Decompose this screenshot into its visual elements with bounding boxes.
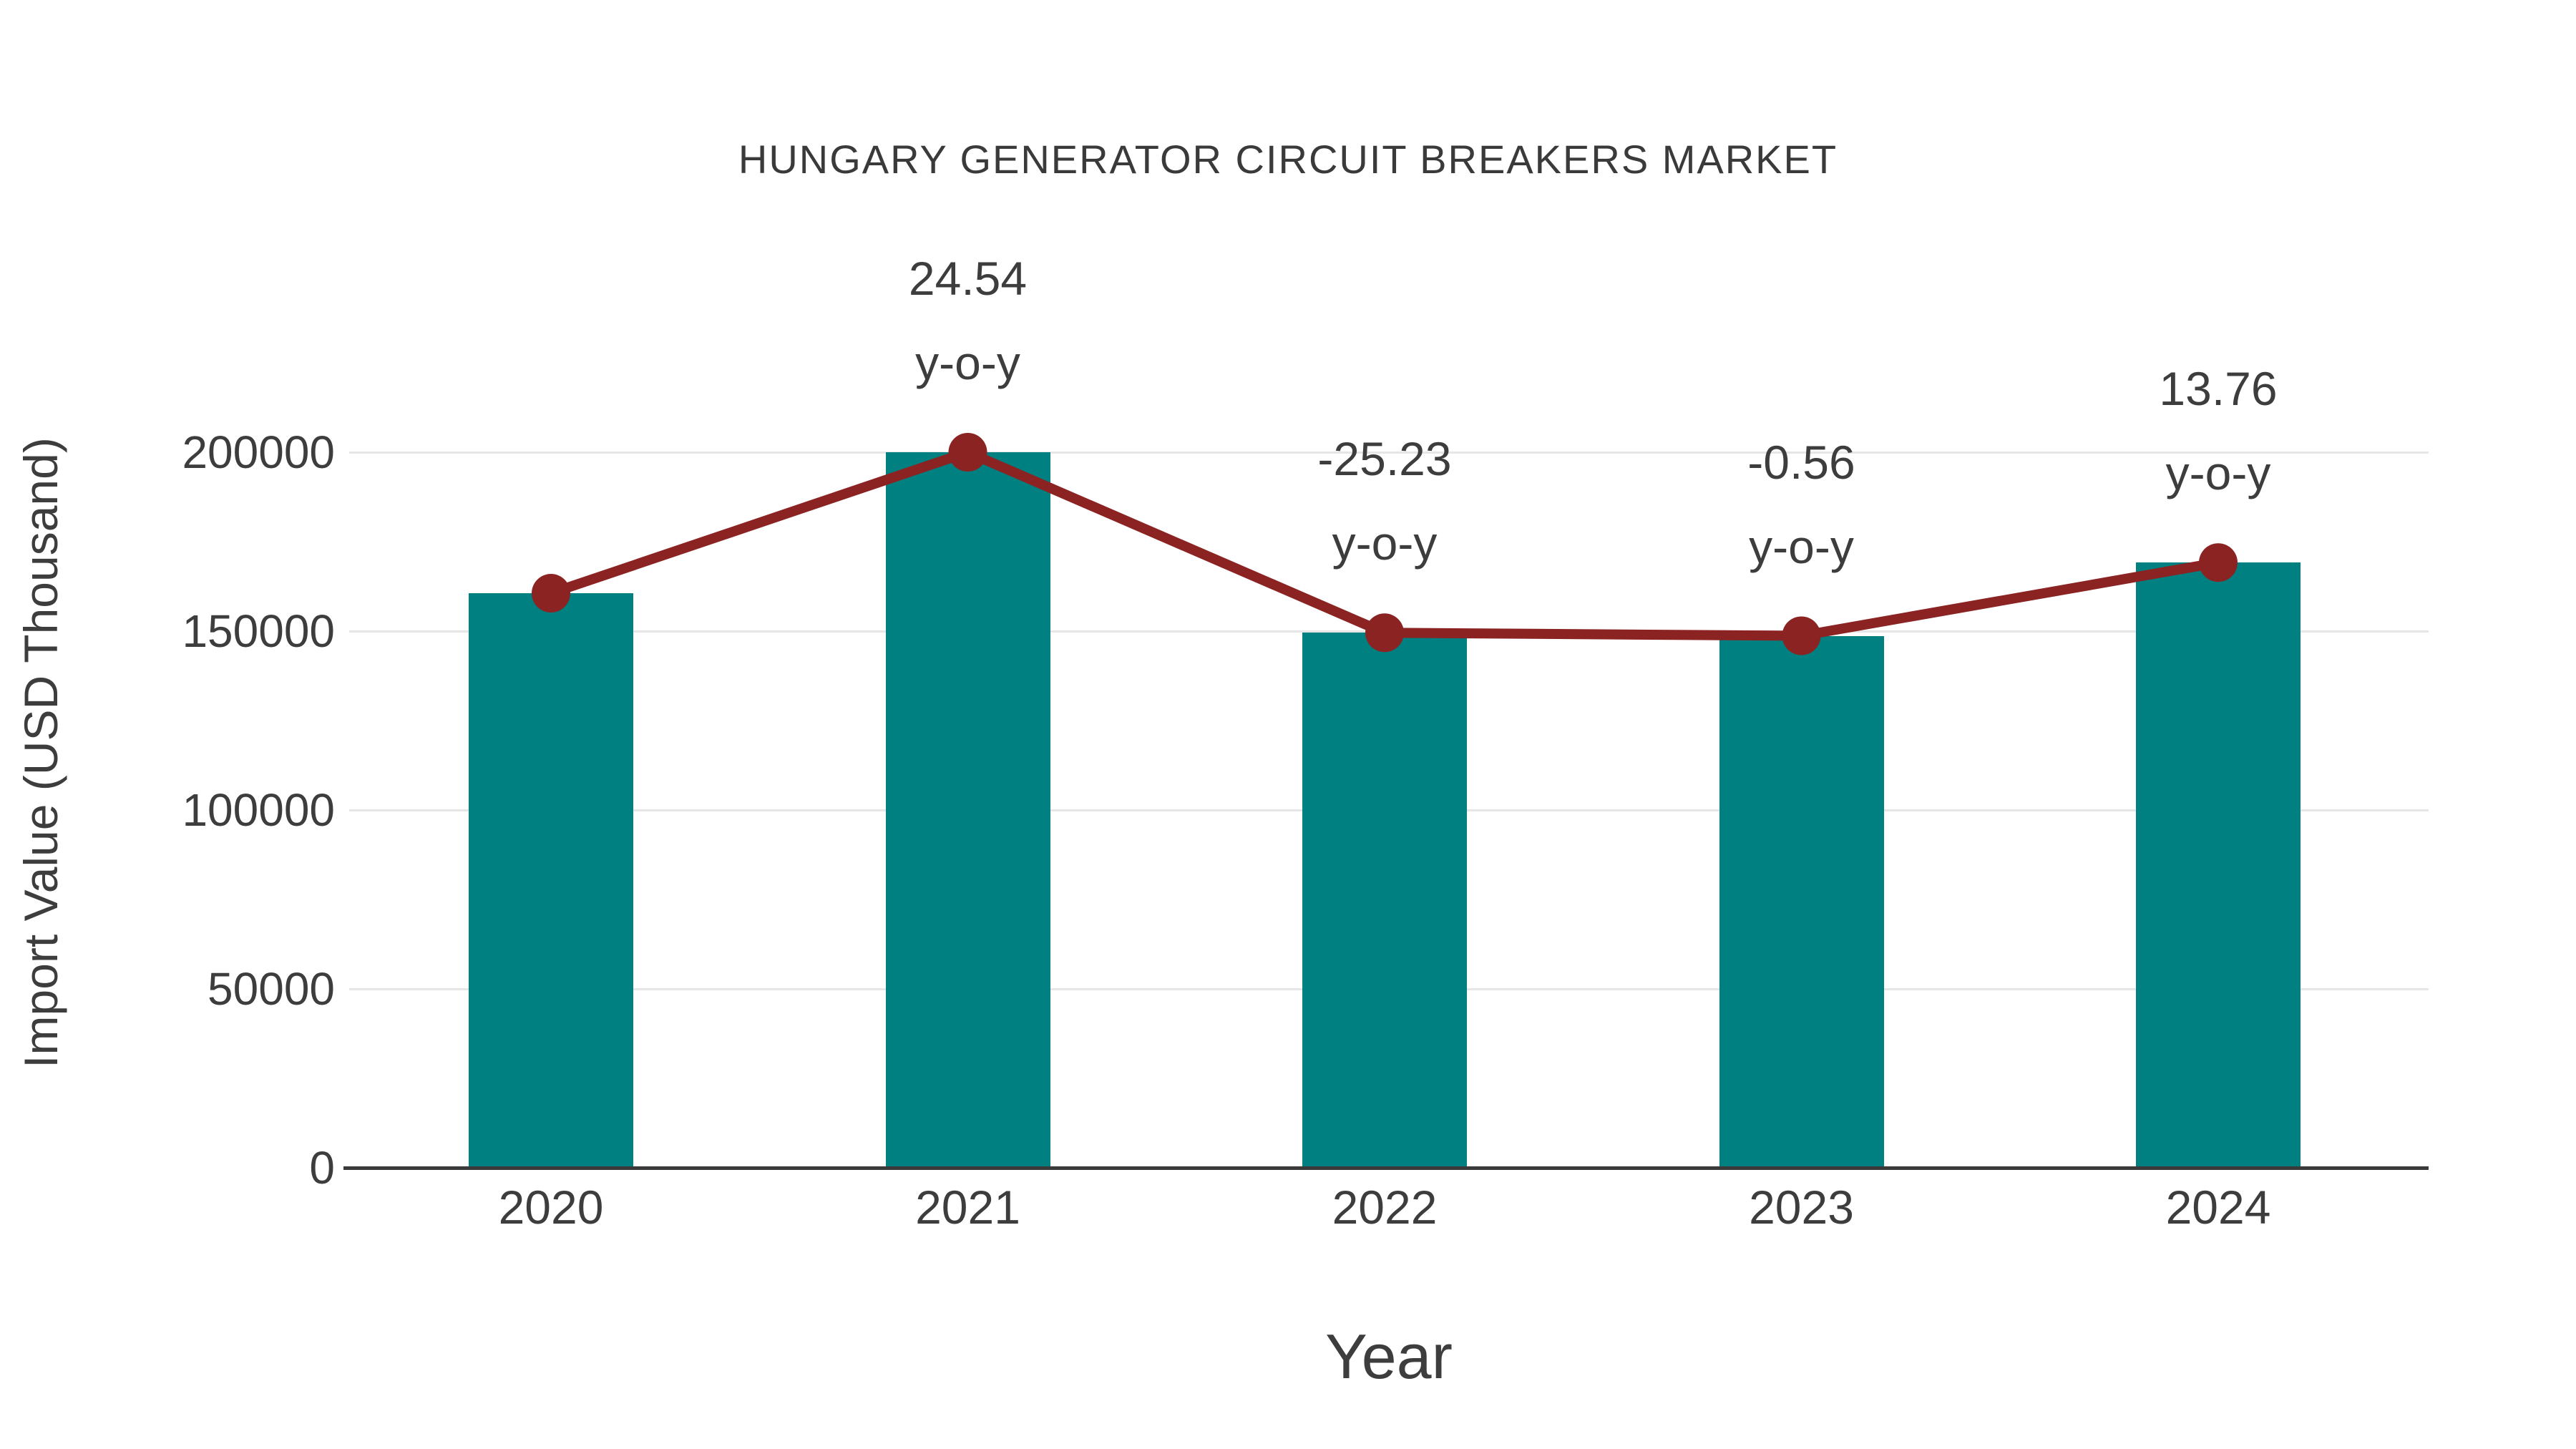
line-marker-2024 (2199, 543, 2238, 582)
x-axis-title: Year (1325, 1321, 1453, 1392)
y-tick-label-200000: 200000 (182, 426, 335, 478)
yoy-suffix-2022: y-o-y (1332, 517, 1438, 570)
yoy-suffix-2021: y-o-y (915, 336, 1020, 389)
yoy-annotation-2024: 13.76 y-o-y (2032, 346, 2404, 515)
bar-2022 (1302, 633, 1467, 1168)
bar-2024 (2136, 562, 2301, 1168)
yoy-value-2023: -0.56 (1747, 435, 1855, 489)
yoy-suffix-2023: y-o-y (1749, 519, 1854, 573)
x-tick-label-2024: 2024 (2165, 1181, 2271, 1234)
line-marker-2020 (532, 574, 570, 613)
yoy-annotation-2022: -25.23 y-o-y (1199, 416, 1571, 585)
y-tick-label-100000: 100000 (182, 784, 335, 836)
line-marker-2023 (1782, 616, 1821, 655)
x-tick-label-2023: 2023 (1749, 1181, 1854, 1234)
chart-title: HUNGARY GENERATOR CIRCUIT BREAKERS MARKE… (738, 137, 1838, 182)
bar-2021 (885, 452, 1050, 1168)
yoy-annotation-2021: 24.54 y-o-y (782, 236, 1154, 405)
line-marker-2022 (1365, 613, 1404, 653)
x-tick-label-2020: 2020 (498, 1181, 604, 1234)
yoy-value-2021: 24.54 (908, 252, 1028, 305)
x-axis-line (343, 1166, 2429, 1170)
bar-2020 (469, 593, 633, 1168)
yoy-value-2022: -25.23 (1317, 432, 1452, 486)
bar-2023 (1719, 635, 1884, 1168)
y-tick-label-50000: 50000 (208, 963, 335, 1015)
yoy-suffix-2024: y-o-y (2165, 447, 2271, 500)
y-tick-label-0: 0 (309, 1142, 335, 1194)
line-marker-2021 (948, 433, 987, 472)
yoy-value-2024: 13.76 (2159, 362, 2278, 416)
y-tick-label-150000: 150000 (182, 605, 335, 657)
x-tick-label-2022: 2022 (1332, 1181, 1438, 1234)
gridline-200000 (349, 452, 2429, 454)
x-tick-label-2021: 2021 (915, 1181, 1020, 1234)
yoy-annotation-2023: -0.56 y-o-y (1616, 420, 1988, 589)
